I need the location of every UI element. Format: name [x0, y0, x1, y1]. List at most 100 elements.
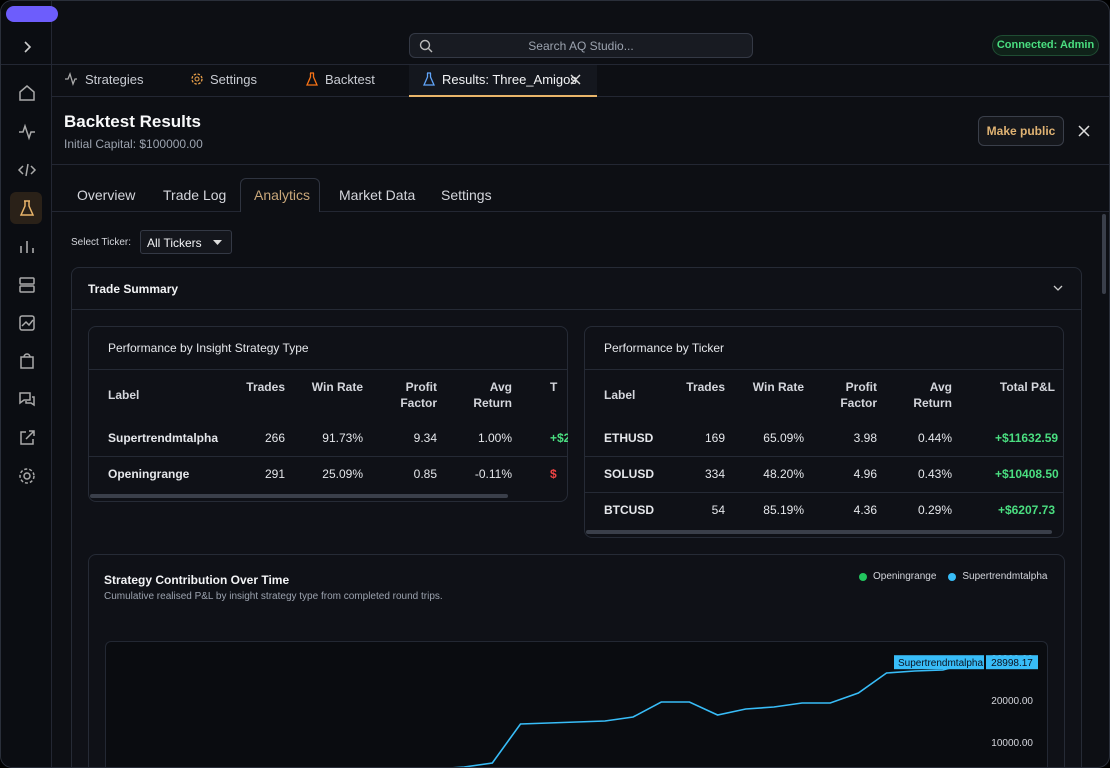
active-nav — [10, 192, 42, 224]
table-cell: 266 — [264, 431, 285, 445]
tab[interactable]: Strategies — [85, 72, 144, 87]
table-cell: 291 — [264, 467, 285, 481]
expand-icon[interactable] — [17, 37, 37, 57]
table-cell: 0.44% — [917, 431, 952, 445]
table-cell: -0.11% — [474, 467, 512, 481]
page-title: Backtest Results — [64, 112, 202, 131]
table-cell: +$11632.59 — [995, 431, 1059, 445]
chart-icon[interactable] — [17, 237, 37, 257]
trend-icon[interactable] — [17, 313, 37, 333]
tooltip-label: Supertrendmtalpha — [898, 658, 983, 669]
table-title: Performance by Insight Strategy Type — [108, 341, 309, 355]
ticker-select[interactable]: All Tickers — [140, 230, 232, 254]
column-header: Trades — [686, 380, 725, 394]
y-tick-label: 10000.00 — [991, 738, 1033, 749]
tab[interactable]: Settings — [210, 72, 257, 87]
table-cell: 0.29% — [917, 503, 952, 517]
table-cell: 0.85 — [413, 467, 437, 481]
table-cell: +$2 — [550, 431, 568, 445]
plot-area — [105, 641, 1048, 767]
chat-icon[interactable] — [17, 389, 37, 409]
scrollbar[interactable] — [1102, 214, 1106, 294]
column-header: Profit Factor — [400, 380, 437, 410]
h-scrollbar[interactable] — [90, 494, 508, 498]
table-cell: 85.19% — [763, 503, 804, 517]
table-card — [88, 326, 568, 502]
table-cell: Openingrange — [108, 467, 190, 481]
section-title: Trade Summary — [88, 282, 179, 296]
table-cell: 4.96 — [853, 467, 877, 481]
chart: 10000.0020000.0030000.00Supertrendmtalph… — [452, 654, 1038, 767]
column-header: Avg Return — [473, 380, 512, 410]
table-cell: ETHUSD — [604, 431, 654, 445]
table-cell: 169 — [704, 431, 725, 445]
external-icon[interactable] — [17, 428, 37, 448]
table-card — [584, 326, 1064, 538]
status-badge: Connected: Admin — [992, 35, 1099, 56]
table-title: Performance by Ticker — [604, 341, 725, 355]
home-icon[interactable] — [17, 83, 37, 103]
chart-title: Strategy Contribution Over Time — [104, 573, 290, 587]
flask-icon[interactable] — [17, 198, 37, 218]
table-cell: +$6207.73 — [997, 503, 1055, 517]
bag-icon[interactable] — [17, 351, 37, 371]
legend-label: Supertrendmtalpha — [962, 571, 1048, 582]
make-public-button[interactable]: Make public — [978, 116, 1064, 146]
column-header: Win Rate — [311, 380, 363, 394]
tab[interactable]: Results: Three_Amigos — [442, 72, 577, 87]
subtab[interactable]: Trade Log — [163, 187, 227, 203]
table-cell: 4.36 — [853, 503, 877, 517]
active-subtab — [240, 178, 320, 212]
table-cell: BTCUSD — [604, 503, 654, 517]
search-box[interactable]: Search AQ Studio... — [409, 33, 753, 58]
subtab[interactable]: Market Data — [339, 187, 416, 203]
close-tab[interactable] — [570, 74, 581, 85]
collapse-icon[interactable] — [1053, 285, 1063, 292]
subtab[interactable]: Settings — [441, 187, 492, 203]
page-subtitle: Initial Capital: $100000.00 — [64, 137, 203, 151]
close-button[interactable] — [1078, 125, 1090, 137]
ticker-select-value: All Tickers — [147, 236, 202, 250]
server-icon[interactable] — [17, 275, 37, 295]
settings-icon[interactable] — [17, 466, 37, 486]
column-header: Trades — [246, 380, 285, 394]
table-cell: SOLUSD — [604, 467, 655, 481]
divider — [585, 492, 1063, 493]
series-line — [452, 661, 972, 767]
search-placeholder: Search AQ Studio... — [528, 39, 634, 53]
app-badge[interactable] — [6, 6, 58, 22]
tab[interactable]: Backtest — [325, 72, 375, 87]
table-cell: 91.73% — [322, 431, 363, 445]
table-cell: 3.98 — [853, 431, 877, 445]
column-header: T — [550, 380, 558, 394]
table-cell: Supertrendmtalpha — [108, 431, 219, 445]
activity-icon[interactable] — [17, 122, 37, 142]
code-icon[interactable] — [17, 160, 37, 180]
filter-label: Select Ticker: — [71, 237, 132, 248]
legend-dot — [948, 573, 957, 581]
table-cell: 65.09% — [763, 431, 804, 445]
table-cell: 1.00% — [477, 431, 512, 445]
h-scrollbar[interactable] — [586, 530, 1052, 534]
column-header: Profit Factor — [840, 380, 877, 410]
divider — [89, 369, 567, 370]
legend-label: Openingrange — [873, 571, 937, 582]
column-header: Avg Return — [913, 380, 952, 410]
subtab[interactable]: Analytics — [254, 187, 311, 203]
column-header: Label — [604, 388, 636, 402]
active-tab — [409, 65, 597, 97]
table-cell: +$10408.50 — [995, 467, 1059, 481]
tooltip-label-bg — [894, 655, 984, 670]
subtab[interactable]: Overview — [77, 187, 136, 203]
sidebar — [1, 1, 58, 767]
column-header: Label — [108, 388, 140, 402]
legend-dot — [859, 573, 867, 581]
y-tick-label: 20000.00 — [991, 696, 1033, 707]
table-cell: 54 — [711, 503, 725, 517]
divider — [585, 369, 1063, 370]
tooltip-value-bg — [986, 655, 1038, 670]
table-cell: 0.43% — [917, 467, 952, 481]
table-cell: $ — [550, 467, 557, 481]
divider — [585, 456, 1063, 457]
